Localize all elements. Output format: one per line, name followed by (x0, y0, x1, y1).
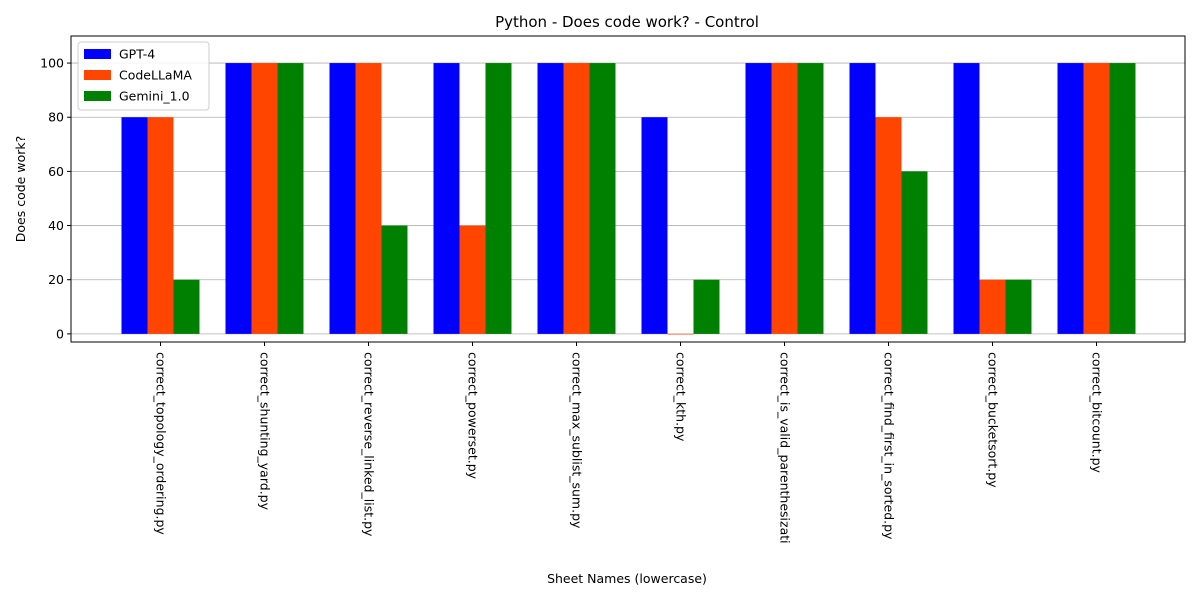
bar (667, 333, 694, 335)
bar (771, 63, 798, 334)
x-tick-label: correct_max_sublist_sum.py (570, 352, 585, 529)
bar (1109, 63, 1136, 334)
x-tick-label: correct_topology_ordering.py (154, 352, 169, 535)
bar (849, 63, 876, 334)
bar (433, 63, 460, 334)
bar (745, 63, 772, 334)
x-tick-label: correct_bitcount.py (1090, 352, 1105, 474)
x-axis-label: Sheet Names (lowercase) (547, 571, 707, 586)
legend-swatch (84, 49, 111, 59)
bar (147, 117, 174, 334)
x-tick-label: correct_find_first_in_sorted.py (882, 352, 897, 540)
y-tick-label: 20 (48, 272, 64, 287)
bar (641, 117, 668, 334)
chart-title: Python - Does code work? - Control (495, 13, 759, 31)
x-tick-label: correct_is_valid_parenthesizati (778, 352, 793, 544)
x-tick-label: correct_kth.py (674, 352, 689, 442)
y-axis-label: Does code work? (13, 136, 28, 242)
y-axis: 0 20 40 60 80 100 (40, 56, 71, 341)
bar (1083, 63, 1110, 334)
legend-swatch (84, 91, 111, 101)
bar (277, 63, 304, 334)
bar (537, 63, 564, 334)
bar (953, 63, 980, 334)
bar (485, 63, 512, 334)
bar (875, 117, 902, 334)
x-tick-label: correct_shunting_yard.py (258, 352, 273, 511)
legend: GPT-4 CodeLLaMA Gemini_1.0 (77, 41, 210, 111)
bar (355, 63, 382, 334)
legend-entry: CodeLLaMA (119, 68, 192, 83)
bars (121, 63, 1136, 335)
x-tick-label: correct_reverse_linked_list.py (362, 352, 377, 537)
bar (225, 63, 252, 334)
plot-area-frame (70, 35, 1186, 343)
x-tick-label: correct_bucketsort.py (986, 352, 1001, 488)
bar (901, 171, 928, 334)
legend-entry: Gemini_1.0 (119, 89, 190, 104)
y-tick-label: 100 (40, 56, 64, 71)
bar (329, 63, 356, 334)
bar (459, 225, 486, 334)
y-tick-label: 0 (56, 326, 64, 341)
bar (173, 279, 200, 334)
bar (121, 117, 148, 334)
legend-swatch (84, 70, 111, 80)
y-tick-label: 40 (48, 218, 64, 233)
bar (563, 63, 590, 334)
legend-entry: GPT-4 (119, 47, 155, 62)
bar (589, 63, 616, 334)
bar (797, 63, 824, 334)
bar (251, 63, 278, 334)
bar (381, 225, 408, 334)
x-tick-label: correct_powerset.py (466, 352, 481, 480)
bar (1057, 63, 1084, 334)
bar (693, 279, 720, 334)
bar (1005, 279, 1032, 334)
x-axis: correct_topology_ordering.py correct_shun… (154, 342, 1105, 544)
y-tick-label: 80 (48, 110, 64, 125)
bar (979, 279, 1006, 334)
y-tick-label: 60 (48, 164, 64, 179)
